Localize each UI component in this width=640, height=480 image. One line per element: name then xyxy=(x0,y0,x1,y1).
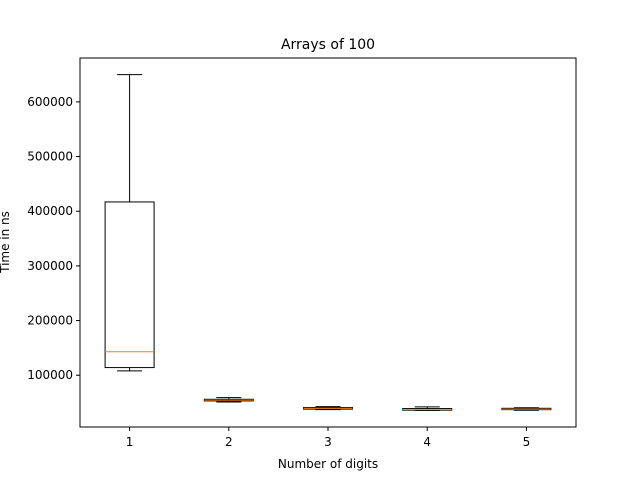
x-tick-label: 1 xyxy=(126,435,134,449)
y-tick-label: 500000 xyxy=(27,150,73,164)
y-tick-label: 200000 xyxy=(27,314,73,328)
box-group xyxy=(104,74,552,411)
y-tick-label: 300000 xyxy=(27,259,73,273)
chart-title: Arrays of 100 xyxy=(281,37,375,53)
x-tick-label: 4 xyxy=(423,435,431,449)
box-5 xyxy=(501,407,552,411)
x-tick-label: 2 xyxy=(225,435,233,449)
y-axis-label: Time in ns xyxy=(0,211,12,274)
x-tick-label: 5 xyxy=(523,435,531,449)
y-tick-label: 400000 xyxy=(27,204,73,218)
box-2 xyxy=(203,397,254,403)
x-axis-label: Number of digits xyxy=(278,457,378,471)
box-1 xyxy=(104,74,155,372)
box-3 xyxy=(303,406,353,411)
y-tick-label: 100000 xyxy=(27,368,73,382)
box-4 xyxy=(402,406,453,411)
box-body xyxy=(104,201,155,369)
x-ticks: 1 2 3 4 5 xyxy=(126,427,530,449)
y-ticks: 100000 200000 300000 400000 500000 600000 xyxy=(27,95,80,382)
x-tick-label: 3 xyxy=(324,435,332,449)
y-tick-label: 600000 xyxy=(27,95,73,109)
